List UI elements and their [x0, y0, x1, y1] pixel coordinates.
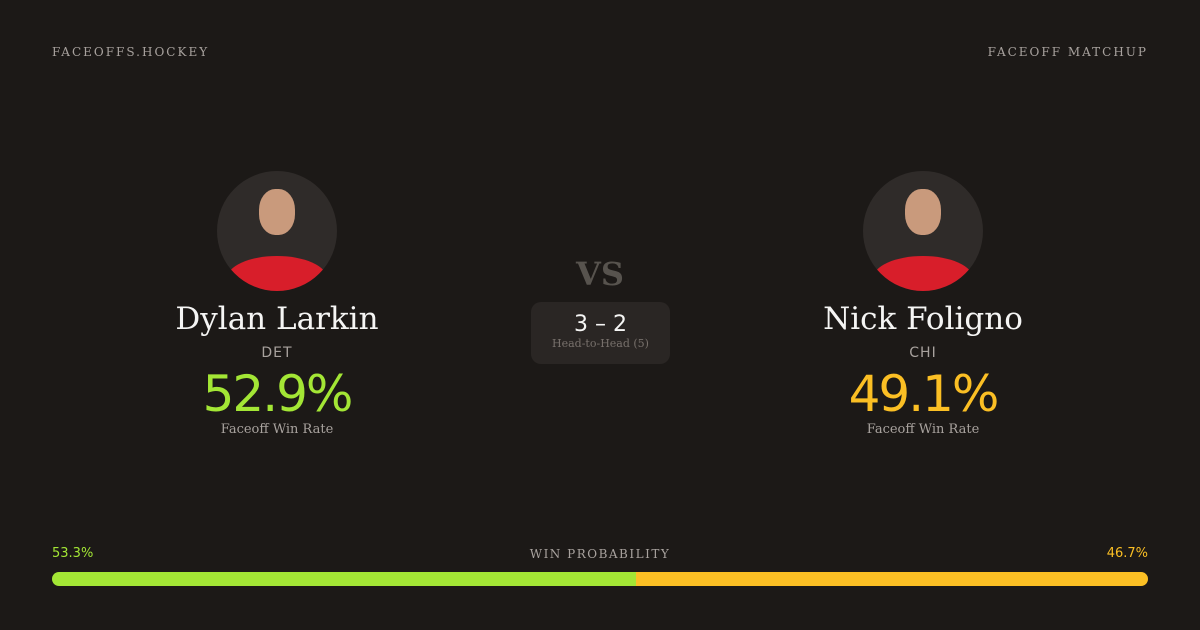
- win-rate: 52.9%: [202, 365, 354, 423]
- player1-bar-segment: [52, 572, 637, 586]
- player-card-2: Nick Foligno CHI 49.1% Faceoff Win Rate: [773, 171, 1073, 437]
- h2h-label: Head-to-Head (5): [552, 337, 649, 350]
- player2-bar-segment: [636, 572, 1148, 586]
- head-to-head-box: 3 – 2 Head-to-Head (5): [531, 302, 670, 364]
- player1-probability: 53.3%: [52, 546, 94, 561]
- win-rate-label: Faceoff Win Rate: [866, 422, 980, 437]
- vs-label: VS: [576, 255, 624, 293]
- player-name: Nick Foligno: [823, 301, 1023, 337]
- win-probability-label: WIN PROBABILITY: [529, 547, 671, 561]
- player-card-1: Dylan Larkin DET 52.9% Faceoff Win Rate: [127, 171, 427, 437]
- win-rate: 49.1%: [848, 365, 1000, 423]
- win-probability-bar: [52, 572, 1148, 586]
- player-team: DET: [261, 345, 293, 361]
- player-name: Dylan Larkin: [175, 301, 379, 337]
- win-rate-label: Faceoff Win Rate: [220, 422, 334, 437]
- player2-probability: 46.7%: [1106, 546, 1148, 561]
- site-brand: FACEOFFS.HOCKEY: [52, 45, 210, 59]
- page-kind: FACEOFF MATCHUP: [987, 45, 1148, 59]
- player-team: CHI: [909, 345, 937, 361]
- h2h-score: 3 – 2: [574, 312, 627, 337]
- player-avatar: [863, 171, 983, 291]
- player-avatar: [217, 171, 337, 291]
